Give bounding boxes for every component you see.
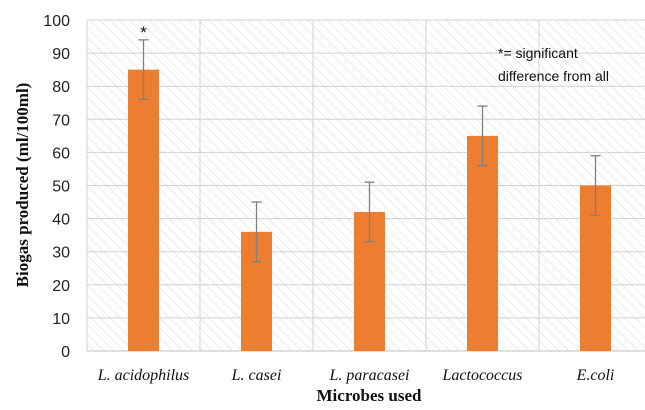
x-tick-label: L. casei	[231, 367, 282, 384]
y-tick-label: 40	[52, 212, 70, 229]
y-tick-label: 90	[52, 46, 70, 63]
y-tick-label: 20	[52, 278, 70, 295]
y-axis-title: Biogas produced (ml/100ml)	[13, 83, 32, 288]
y-tick-label: 0	[61, 344, 70, 361]
significance-mark: *	[140, 23, 147, 42]
y-tick-label: 50	[52, 179, 70, 196]
error-bars-group	[138, 39, 601, 263]
x-tick-label: L. paracasei	[329, 367, 410, 384]
y-tick-label: 80	[52, 79, 70, 96]
annotation-line-1: *= significant	[498, 45, 578, 61]
y-tick-label: 60	[52, 145, 70, 162]
x-axis-title: Microbes used	[317, 386, 423, 405]
y-tick-label: 70	[52, 112, 70, 129]
error-bar	[477, 105, 488, 167]
y-tick-label: 100	[43, 13, 70, 30]
bar	[467, 135, 498, 351]
y-tick-labels: 0 10 20 30 40 50 60 70 80 90 100	[43, 13, 70, 361]
annotation-line-2: difference from all	[498, 68, 609, 84]
error-bar	[251, 201, 262, 263]
error-bar	[364, 181, 375, 243]
x-tick-label: Lactococcus	[442, 367, 523, 384]
x-tick-label: L. acidophilus	[97, 367, 190, 384]
error-bar	[138, 39, 149, 101]
y-tick-label: 30	[52, 245, 70, 262]
x-tick-label: E.coli	[576, 367, 615, 384]
error-bar	[590, 155, 601, 216]
significance-marks: *	[140, 23, 147, 42]
bar	[128, 69, 159, 352]
y-tick-label: 10	[52, 311, 70, 328]
x-tick-labels: L. acidophilus L. casei L. paracasei Lactoc…	[97, 367, 615, 384]
